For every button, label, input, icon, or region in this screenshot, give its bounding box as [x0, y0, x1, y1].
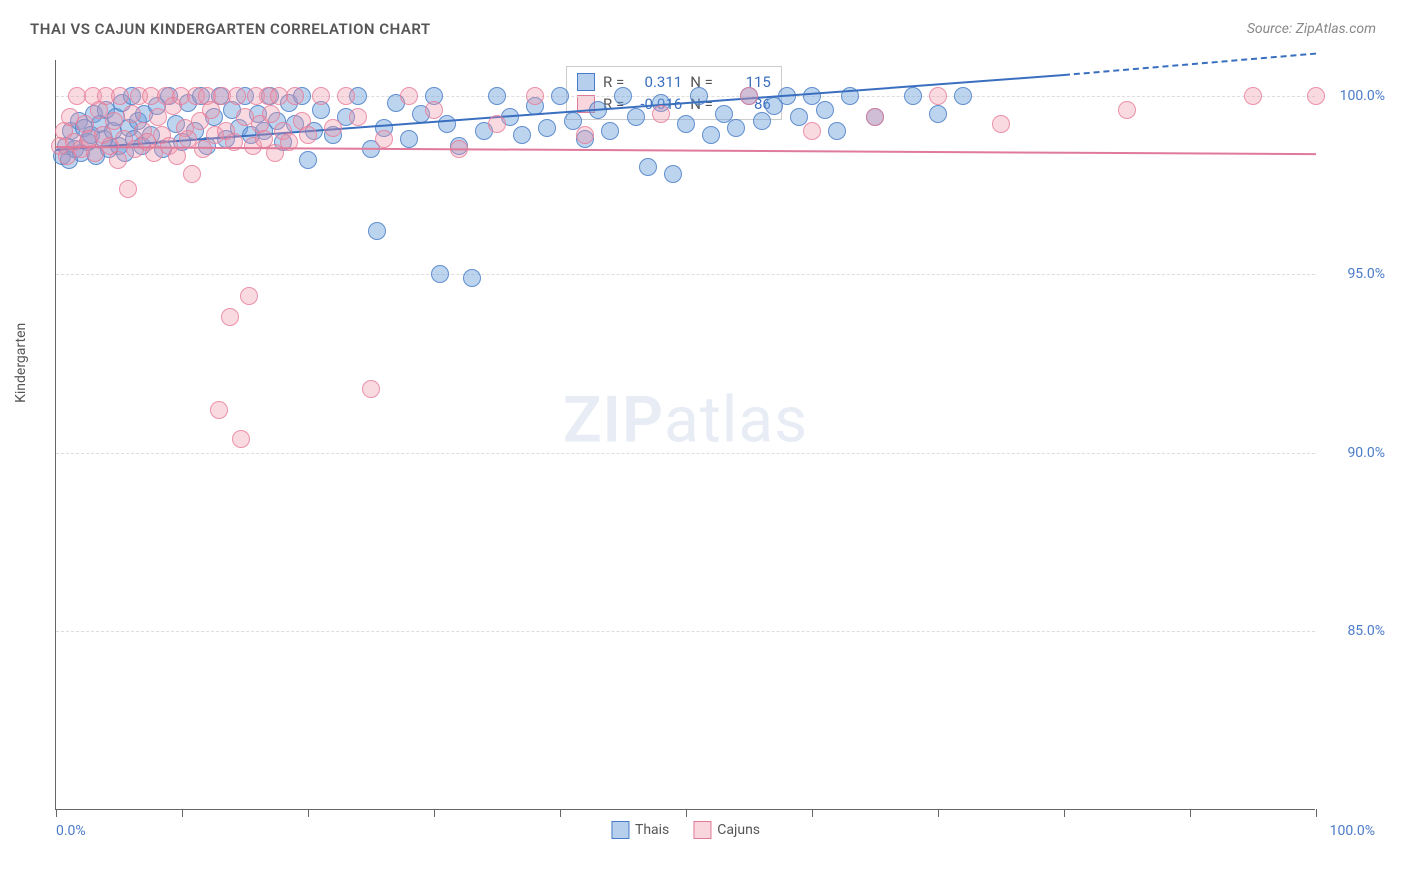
data-point	[312, 87, 330, 105]
y-axis-title: Kindergarten	[13, 322, 29, 402]
data-point	[240, 287, 258, 305]
data-point	[576, 126, 594, 144]
chart-header: THAI VS CAJUN KINDERGARTEN CORRELATION C…	[0, 0, 1406, 48]
data-point	[929, 105, 947, 123]
data-point	[740, 87, 758, 105]
data-point	[929, 87, 947, 105]
y-tick-label: 85.0%	[1347, 623, 1385, 639]
watermark: ZIPatlas	[563, 382, 808, 457]
data-point	[1118, 101, 1136, 119]
data-point	[109, 151, 127, 169]
data-point	[299, 126, 317, 144]
data-point	[123, 105, 141, 123]
data-point	[803, 122, 821, 140]
x-tick	[560, 809, 561, 817]
trend-line-extrapolated	[1064, 53, 1316, 76]
data-point	[262, 105, 280, 123]
data-point	[828, 122, 846, 140]
y-tick-label: 95.0%	[1347, 266, 1385, 282]
data-point	[438, 115, 456, 133]
x-tick	[1064, 809, 1065, 817]
data-point	[904, 87, 922, 105]
data-point	[652, 105, 670, 123]
data-point	[400, 87, 418, 105]
legend-item: Cajuns	[693, 821, 760, 839]
y-tick-label: 100.0%	[1340, 88, 1385, 104]
x-axis-max-label: 100.0%	[1330, 823, 1375, 839]
data-point	[614, 87, 632, 105]
data-point	[1307, 87, 1325, 105]
data-point	[677, 115, 695, 133]
data-point	[324, 119, 342, 137]
x-tick	[434, 809, 435, 817]
x-tick	[1190, 809, 1191, 817]
x-axis-min-label: 0.0%	[56, 823, 86, 839]
legend-swatch	[611, 821, 629, 839]
x-tick	[182, 809, 183, 817]
data-point	[954, 87, 972, 105]
data-point	[119, 180, 137, 198]
legend-label: Cajuns	[717, 822, 760, 838]
x-tick	[686, 809, 687, 817]
data-point	[349, 108, 367, 126]
data-point	[232, 430, 250, 448]
chart-title: THAI VS CAJUN KINDERGARTEN CORRELATION C…	[30, 20, 431, 38]
data-point	[866, 108, 884, 126]
data-point	[702, 126, 720, 144]
data-point	[526, 87, 544, 105]
x-tick	[56, 809, 57, 817]
data-point	[1244, 87, 1262, 105]
data-point	[551, 87, 569, 105]
data-point	[375, 130, 393, 148]
data-point	[627, 108, 645, 126]
x-tick	[938, 809, 939, 817]
y-tick-label: 90.0%	[1347, 445, 1385, 461]
data-point	[362, 380, 380, 398]
data-point	[286, 87, 304, 105]
data-point	[538, 119, 556, 137]
scatter-chart: Kindergarten ZIPatlas R =0.311N =115R =-…	[55, 60, 1315, 810]
data-point	[270, 87, 288, 105]
x-tick	[308, 809, 309, 817]
data-point	[337, 87, 355, 105]
data-point	[228, 87, 246, 105]
grid-line	[56, 274, 1315, 275]
grid-line	[56, 453, 1315, 454]
source-attribution: Source: ZipAtlas.com	[1247, 21, 1376, 37]
data-point	[168, 147, 186, 165]
data-point	[601, 122, 619, 140]
data-point	[513, 126, 531, 144]
data-point	[488, 115, 506, 133]
bottom-legend: Thais Cajuns	[611, 821, 760, 839]
legend-label: Thais	[635, 822, 669, 838]
x-tick	[1316, 809, 1317, 817]
data-point	[221, 308, 239, 326]
grid-line	[56, 631, 1315, 632]
data-point	[400, 130, 418, 148]
x-tick	[812, 809, 813, 817]
data-point	[368, 222, 386, 240]
legend-item: Thais	[611, 821, 669, 839]
data-point	[111, 87, 129, 105]
legend-swatch	[577, 73, 595, 91]
data-point	[664, 165, 682, 183]
data-point	[463, 269, 481, 287]
data-point	[488, 87, 506, 105]
data-point	[299, 151, 317, 169]
data-point	[210, 401, 228, 419]
data-point	[183, 165, 201, 183]
legend-swatch	[693, 821, 711, 839]
data-point	[992, 115, 1010, 133]
data-point	[753, 112, 771, 130]
r-value: 0.311	[632, 73, 682, 91]
data-point	[639, 158, 657, 176]
data-point	[425, 101, 443, 119]
data-point	[105, 112, 123, 130]
data-point	[816, 101, 834, 119]
data-point	[431, 265, 449, 283]
data-point	[727, 119, 745, 137]
